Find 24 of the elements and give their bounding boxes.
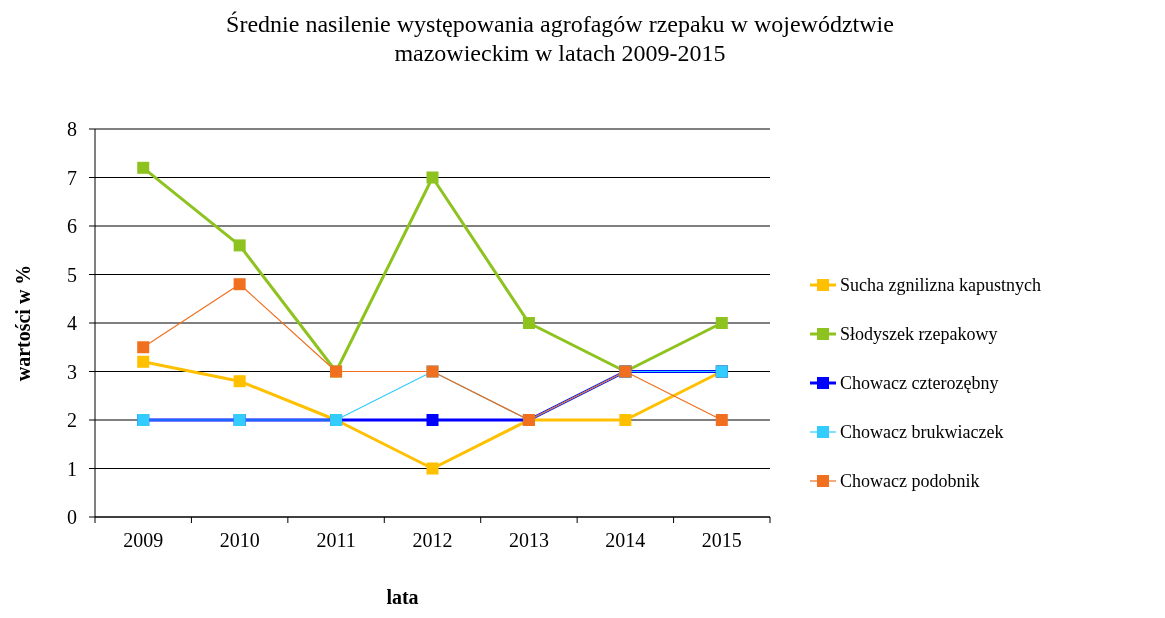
legend-label: Chowacz podobnik	[840, 471, 980, 492]
y-tick-label: 6	[67, 215, 77, 237]
y-tick-label: 8	[67, 118, 77, 140]
legend-label: Chowacz czterozębny	[840, 373, 999, 394]
x-tick-label: 2015	[701, 529, 742, 551]
legend-label: Chowacz brukwiaczek	[840, 422, 1004, 443]
y-tick-label: 2	[67, 409, 77, 431]
x-axis-title: lata	[386, 586, 419, 608]
x-tick-label: 2009	[123, 529, 164, 551]
x-tick-label: 2012	[412, 529, 453, 551]
x-tick-label: 2013	[508, 529, 549, 551]
legend-label: Słodyszek rzepakowy	[840, 324, 998, 345]
y-tick-label: 3	[67, 360, 77, 383]
y-tick-label: 4	[67, 312, 77, 334]
y-axis-title: wartości w %	[12, 264, 34, 382]
y-tick-label: 5	[67, 263, 77, 286]
y-tick-label: 7	[67, 166, 77, 189]
legend-label: Sucha zgnilizna kapustnych	[840, 275, 1041, 296]
y-tick-label: 0	[67, 506, 77, 528]
y-tick-label: 1	[67, 457, 77, 480]
x-tick-label: 2014	[605, 529, 646, 551]
chart-title: Średnie nasilenie występowania agrofagów rzepaku w województwie mazowieckim w latach 2009-2015	[226, 11, 894, 66]
x-tick-label: 2010	[219, 529, 260, 551]
x-tick-label: 2011	[316, 529, 356, 551]
